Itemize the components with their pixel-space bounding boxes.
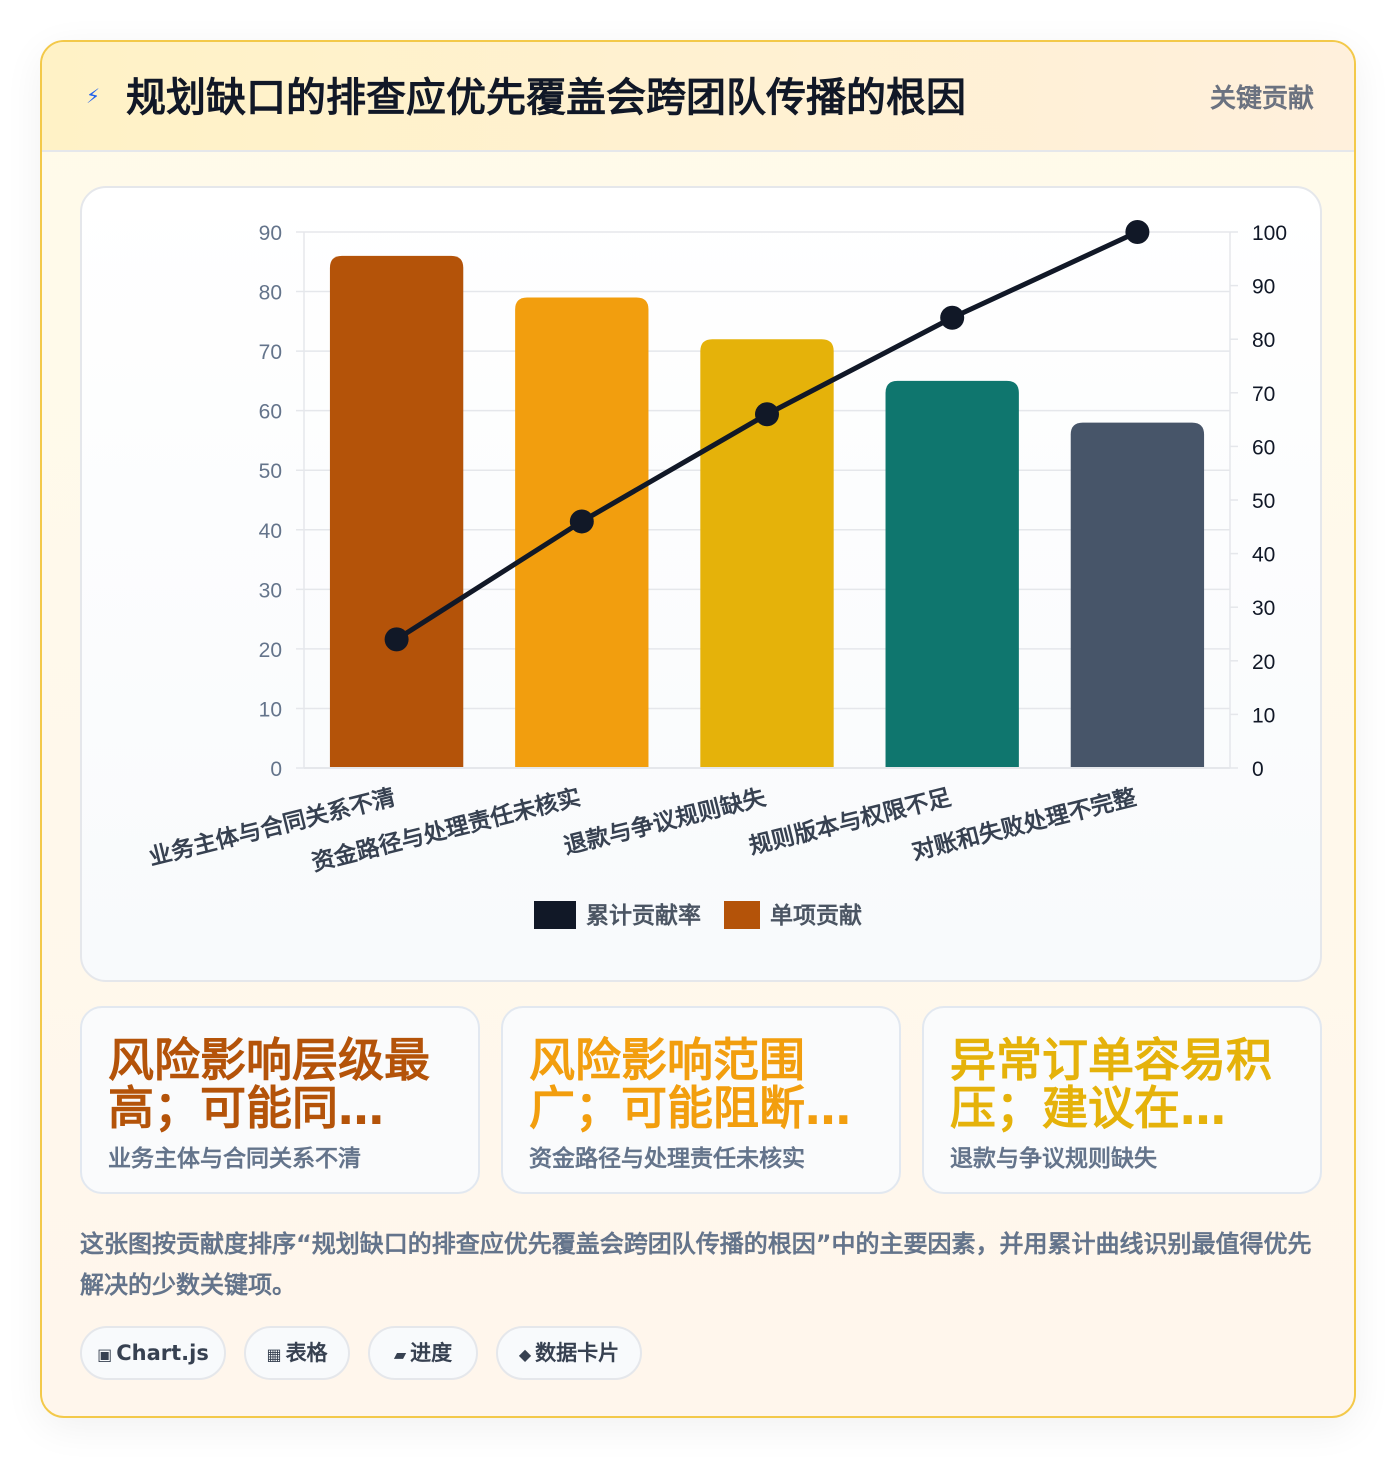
kpi-label: 退款与争议规则缺失: [950, 1146, 1157, 1172]
cumulative-point-4: [940, 305, 965, 330]
y-right-tick-label: 70: [1252, 383, 1275, 406]
cumulative-point-3: [755, 402, 779, 427]
lightning-icon: ⚡: [86, 84, 101, 108]
header-badge: 关键贡献: [1209, 84, 1314, 114]
chart-icon: ▣: [97, 1345, 113, 1364]
y-right-tick-label: 60: [1252, 436, 1275, 459]
chart-panel: 0 10 20 30 40 50 60 70 80 90 0 10 20 30 40 50 60 70 80 90 10…: [80, 186, 1322, 982]
bar-3: [700, 339, 834, 768]
kpi-label: 资金路径与处理责任未核实: [529, 1146, 805, 1172]
y-left-tick-label: 30: [259, 579, 282, 602]
y-left-tick-label: 60: [259, 401, 282, 424]
y-right-tick-label: 30: [1252, 597, 1275, 620]
diamond-icon: ◆: [518, 1345, 532, 1364]
kpi-value: 风险影响范围广；可能阻断…: [529, 1033, 851, 1135]
y-right-tick-label: 0: [1252, 758, 1264, 781]
y-left-tick-label: 10: [259, 698, 282, 721]
y-right-tick-label: 40: [1252, 544, 1275, 567]
y-right-tick-label: 90: [1252, 276, 1275, 299]
kpi-card-3: 异常订单容易积压；建议在… 退款与争议规则缺失: [922, 1006, 1322, 1194]
y-left-tick-label: 0: [270, 758, 282, 781]
chart-description: 这张图按贡献度排序“规划缺口的排查应优先覆盖会跨团队传播的根因”中的主要因素，并…: [80, 1230, 1312, 1299]
y-left-tick-label: 80: [259, 282, 282, 305]
y-right-tick-label: 80: [1252, 329, 1275, 352]
y-left-tick-label: 70: [259, 341, 282, 364]
kpi-card-2: 风险影响范围广；可能阻断… 资金路径与处理责任未核实: [501, 1006, 901, 1194]
tag-data-card[interactable]: ◆ 数据卡片: [496, 1326, 642, 1380]
tag-table[interactable]: ▦ 表格: [244, 1326, 350, 1380]
tag-label: Chart.js: [116, 1341, 209, 1365]
kpi-value: 异常订单容易积压；建议在…: [950, 1033, 1272, 1135]
x-tick-label: 退款与争议规则缺失: [561, 783, 769, 859]
y-left-tick-label: 20: [259, 639, 282, 662]
legend-label: 单项贡献: [770, 902, 862, 928]
kpi-label: 业务主体与合同关系不清: [108, 1146, 361, 1172]
page-title: 规划缺口的排查应优先覆盖会跨团队传播的根因: [126, 75, 966, 121]
y-right-tick-label: 10: [1252, 704, 1275, 727]
y-right-tick-label: 20: [1252, 651, 1275, 674]
tag-chartjs[interactable]: ▣ Chart.js: [80, 1326, 226, 1380]
cumulative-point-1: [384, 627, 409, 652]
tag-label: 进度: [410, 1341, 453, 1365]
pareto-chart: 0 10 20 30 40 50 60 70 80 90 0 10 20 30 40 50 60 70 80 90 10…: [146, 220, 1287, 929]
table-icon: ▦: [266, 1345, 282, 1364]
legend-swatch: [534, 901, 576, 929]
y-left-tick-label: 40: [259, 520, 282, 543]
legend-swatch: [724, 901, 760, 929]
chart-card: ⚡ 规划缺口的排查应优先覆盖会跨团队传播的根因 关键贡献 0 10 20 30 40 50…: [40, 40, 1356, 1418]
bar-4: [885, 380, 1019, 768]
kpi-card-1: 风险影响层级最高；可能同… 业务主体与合同关系不清: [80, 1006, 480, 1194]
progress-icon: ▰: [393, 1345, 407, 1364]
y-left-tick-label: 50: [259, 460, 282, 483]
kpi-value: 风险影响层级最高；可能同…: [108, 1033, 430, 1135]
tag-label: 数据卡片: [535, 1341, 620, 1365]
y-right-tick-label: 50: [1252, 490, 1275, 513]
tag-label: 表格: [285, 1341, 328, 1365]
legend-label: 累计贡献率: [586, 902, 701, 928]
bar-5: [1070, 422, 1205, 768]
card-header: ⚡ 规划缺口的排查应优先覆盖会跨团队传播的根因 关键贡献: [42, 42, 1354, 152]
y-left-tick-label: 90: [259, 222, 282, 245]
bar-1: [329, 255, 464, 769]
y-right-tick-label: 100: [1252, 222, 1287, 245]
cumulative-point-2: [569, 509, 594, 534]
tag-progress[interactable]: ▰ 进度: [368, 1326, 478, 1380]
cumulative-point-5: [1125, 220, 1150, 244]
